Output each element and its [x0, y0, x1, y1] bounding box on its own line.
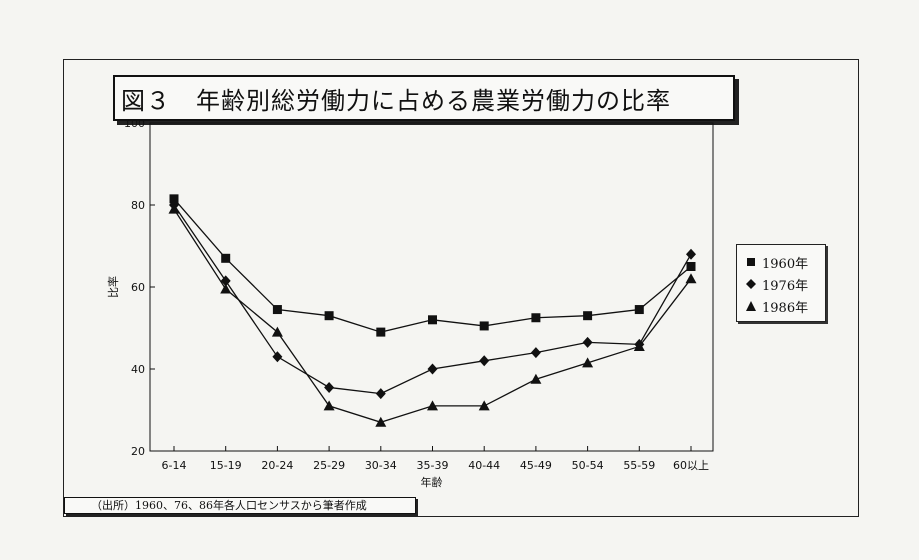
series-3-point-10: [685, 273, 697, 284]
source-note-box: （出所）1960、76、86年各人口センサスから筆者作成: [64, 497, 416, 514]
series-3-point-8: [582, 357, 594, 368]
x-tick-label-10: 60以上: [673, 459, 709, 472]
series-3-point-4: [375, 416, 387, 427]
legend-item-series-3: 1986年: [745, 297, 809, 316]
legend-label-series-1: 1960年: [762, 256, 809, 272]
chart-series-lines: [173, 198, 692, 423]
series-1-point-5: [428, 315, 437, 325]
legend-square-marker-icon: [747, 258, 755, 266]
series-3-point-2: [271, 326, 283, 337]
series-1-point-9: [634, 305, 644, 315]
series-3-point-7: [530, 373, 542, 384]
x-tick-label-3: 25-29: [313, 459, 345, 472]
series-1-point-1: [221, 253, 231, 263]
legend-diamond-marker-icon: [746, 279, 756, 289]
x-tick-label-6: 40-44: [468, 459, 500, 472]
figure-frame: [63, 59, 859, 517]
legend-label-series-3: 1986年: [762, 300, 809, 316]
series-1-point-8: [583, 311, 593, 321]
x-tick-label-1: 15-19: [210, 459, 242, 472]
series-2-point-7: [530, 347, 541, 359]
series-1-point-6: [479, 321, 489, 331]
series-2-point-3: [324, 381, 335, 393]
series-2-point-6: [479, 355, 490, 367]
x-tick-label-8: 50-54: [572, 459, 604, 472]
series-1-point-4: [376, 327, 386, 337]
x-tick-label-7: 45-49: [520, 459, 552, 472]
series-2-point-4: [375, 388, 386, 400]
x-axis-label: 年齢: [421, 475, 443, 489]
x-tick-label-0: 6-14: [162, 459, 187, 472]
series-line-1: [173, 198, 692, 333]
x-tick-label-4: 30-34: [365, 459, 397, 472]
series-2-point-8: [582, 336, 593, 348]
chart-title-box: 図３ 年齢別総労働力に占める農業労働力の比率: [113, 75, 735, 121]
series-3-point-3: [323, 400, 335, 411]
y-tick-label-80: 80: [131, 199, 145, 212]
series-1-point-10: [686, 262, 696, 271]
chart-title: 図３ 年齢別総労働力に占める農業労働力の比率: [121, 86, 671, 115]
plot-area-border: [149, 122, 714, 452]
y-axis-label: 比率: [106, 276, 120, 298]
series-1-point-2: [272, 305, 282, 315]
series-3-point-1: [220, 283, 232, 294]
chart-series-markers: [168, 194, 697, 427]
legend-item-series-1: 1960年: [745, 253, 809, 272]
series-1-point-7: [531, 313, 541, 323]
y-tick-label-20: 20: [131, 445, 145, 458]
series-2-point-10: [686, 248, 696, 260]
legend-label-series-2: 1976年: [762, 278, 809, 294]
series-3-point-5: [427, 400, 438, 411]
series-2-point-2: [272, 351, 283, 363]
series-1-point-3: [324, 311, 334, 321]
chart-axes: 20 40 60 80 100 6-14 15-19 20-24 25-29 30-34 35-39…: [106, 117, 714, 489]
x-tick-label-2: 20-24: [261, 459, 293, 472]
chart-legend: 1960年 1976年 1986年: [736, 244, 826, 322]
y-tick-label-100: 100: [124, 117, 145, 130]
x-tick-label-5: 35-39: [417, 459, 449, 472]
series-2-point-1: [220, 275, 231, 287]
x-tick-label-9: 55-59: [623, 459, 655, 472]
series-3-point-9: [633, 340, 645, 351]
legend-item-series-2: 1976年: [745, 275, 809, 294]
y-tick-label-60: 60: [131, 281, 145, 294]
series-3-point-0: [168, 203, 180, 214]
source-note: （出所）1960、76、86年各人口センサスから筆者作成: [91, 499, 367, 512]
series-1-point-0: [169, 194, 179, 204]
y-tick-label-40: 40: [131, 363, 145, 376]
series-2-point-5: [427, 363, 438, 375]
legend-triangle-marker-icon: [746, 301, 756, 311]
series-3-point-6: [478, 400, 490, 411]
